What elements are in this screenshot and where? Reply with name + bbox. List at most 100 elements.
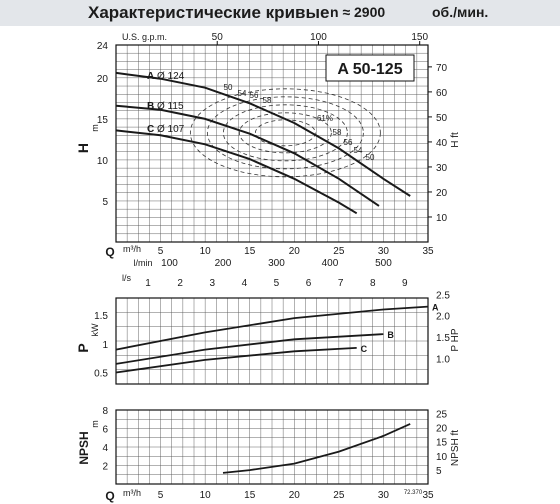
figure-code: 72.370 bbox=[404, 490, 423, 496]
power-curve bbox=[115, 305, 429, 351]
ls-tick-label: 4 bbox=[242, 278, 248, 289]
head-curve bbox=[115, 71, 411, 197]
ls-tick-label: 2 bbox=[177, 278, 183, 289]
header-bar: Характеристические кривые n ≈ 2900 об./м… bbox=[0, 0, 560, 26]
power-panel-frame bbox=[115, 297, 429, 385]
head-curve-letter: A bbox=[147, 71, 154, 82]
lmin-tick-label: 400 bbox=[322, 258, 339, 269]
efficiency-label: 50 bbox=[366, 153, 375, 162]
q-bottom-tick-label: 25 bbox=[333, 490, 345, 501]
q-bottom-tick-label: 20 bbox=[289, 490, 301, 501]
speed-unit: об./мин. bbox=[432, 4, 489, 20]
gpm-axis-label: U.S. g.p.m. bbox=[122, 32, 167, 42]
q-bottom-tick-label: 10 bbox=[200, 490, 212, 501]
h-tick-label: 20 bbox=[97, 74, 109, 85]
efficiency-label: 58 bbox=[333, 128, 342, 137]
hft-tick-label: 20 bbox=[436, 188, 448, 199]
ls-tick-label: 1 bbox=[145, 278, 151, 289]
p-axis-label: P bbox=[75, 343, 91, 352]
q-bottom-axis-label: Q bbox=[105, 489, 114, 503]
q-tick-label: 25 bbox=[333, 246, 345, 257]
npsh-tick-label: 4 bbox=[102, 443, 108, 454]
p-tick-label: 1 bbox=[102, 340, 108, 351]
q-unit-label: m³/h bbox=[123, 244, 141, 254]
head-curve-letter: B bbox=[147, 101, 154, 112]
hft-tick-label: 50 bbox=[436, 113, 448, 124]
q-bottom-tick-label: 30 bbox=[378, 490, 390, 501]
q-tick-label: 30 bbox=[378, 246, 390, 257]
q-bottom-tick-label: 5 bbox=[158, 490, 164, 501]
ls-tick-label: 3 bbox=[209, 278, 215, 289]
php-tick-label: 2.5 bbox=[436, 290, 450, 301]
model-box bbox=[325, 54, 415, 82]
npshft-tick-label: 5 bbox=[436, 466, 442, 477]
head-curve-letter: C bbox=[147, 124, 154, 135]
h-tick-label: 10 bbox=[97, 156, 109, 167]
npsh-tick-label: 6 bbox=[102, 425, 108, 436]
efficiency-label: 58 bbox=[263, 96, 272, 105]
model-label: A 50-125 bbox=[337, 61, 402, 78]
ls-axis-label: l/s bbox=[122, 273, 132, 283]
lmin-tick-label: 500 bbox=[375, 258, 392, 269]
q-tick-label: 35 bbox=[422, 246, 434, 257]
hft-axis-label: H ft bbox=[450, 132, 461, 148]
q-bottom-unit-label: m³/h bbox=[123, 488, 141, 498]
hft-tick-label: 10 bbox=[436, 213, 448, 224]
power-curve-label: A bbox=[432, 303, 439, 313]
ls-tick-label: 8 bbox=[370, 278, 376, 289]
q-axis-label: Q bbox=[105, 245, 114, 259]
php-axis-label: P HP bbox=[450, 328, 461, 351]
php-tick-label: 1.5 bbox=[436, 333, 450, 344]
php-tick-label: 1.0 bbox=[436, 354, 450, 365]
efficiency-label: 54 bbox=[354, 146, 363, 155]
head-panel-frame bbox=[115, 44, 429, 243]
npshft-axis-label: NPSH ft bbox=[450, 430, 461, 466]
npsh-tick-label: 2 bbox=[102, 462, 108, 473]
ls-tick-label: 7 bbox=[338, 278, 344, 289]
hft-tick-label: 70 bbox=[436, 63, 448, 74]
h-tick-label: 15 bbox=[97, 115, 109, 126]
ls-tick-label: 5 bbox=[274, 278, 280, 289]
q-tick-label: 20 bbox=[289, 246, 301, 257]
npshft-tick-label: 25 bbox=[436, 410, 448, 421]
power-curve-label: C bbox=[361, 344, 368, 354]
efficiency-contour bbox=[206, 96, 364, 170]
p-tick-label: 0.5 bbox=[94, 369, 108, 380]
efficiency-contour bbox=[238, 112, 332, 154]
npshft-tick-label: 15 bbox=[436, 438, 448, 449]
efficiency-contour bbox=[189, 88, 381, 178]
h-tick-label: 24 bbox=[97, 41, 109, 52]
h-axis-label: H bbox=[75, 143, 91, 153]
lmin-tick-label: 100 bbox=[161, 258, 178, 269]
efficiency-contour bbox=[254, 119, 316, 147]
h-tick-label: 5 bbox=[102, 197, 108, 208]
q-bottom-tick-label: 15 bbox=[244, 490, 256, 501]
php-tick-label: 2.0 bbox=[436, 312, 450, 323]
efficiency-label: 56 bbox=[250, 91, 259, 100]
npshft-tick-label: 20 bbox=[436, 424, 448, 435]
efficiency-label: 61% bbox=[317, 114, 333, 123]
q-tick-label: 15 bbox=[244, 246, 256, 257]
efficiency-label: 56 bbox=[344, 138, 353, 147]
gpm-tick-label: 150 bbox=[411, 32, 428, 43]
npsh-panel-frame bbox=[115, 409, 429, 485]
lmin-tick-label: 200 bbox=[215, 258, 232, 269]
head-curve bbox=[115, 104, 380, 207]
power-curve bbox=[115, 333, 384, 365]
power-curve bbox=[115, 347, 357, 374]
ls-tick-label: 9 bbox=[402, 278, 408, 289]
efficiency-label: 54 bbox=[238, 89, 247, 98]
speed-value: n ≈ 2900 bbox=[330, 4, 386, 20]
q-tick-label: 5 bbox=[158, 246, 164, 257]
q-bottom-tick-label: 35 bbox=[422, 490, 434, 501]
q-tick-label: 10 bbox=[200, 246, 212, 257]
power-curve-label: B bbox=[387, 330, 394, 340]
efficiency-contour bbox=[222, 104, 348, 162]
p-unit-label: kW bbox=[90, 323, 100, 337]
npshft-tick-label: 10 bbox=[436, 452, 448, 463]
npsh-unit-label: m bbox=[90, 420, 100, 428]
gpm-tick-label: 50 bbox=[212, 32, 224, 43]
page-title: Характеристические кривые bbox=[88, 3, 330, 22]
hft-tick-label: 40 bbox=[436, 138, 448, 149]
